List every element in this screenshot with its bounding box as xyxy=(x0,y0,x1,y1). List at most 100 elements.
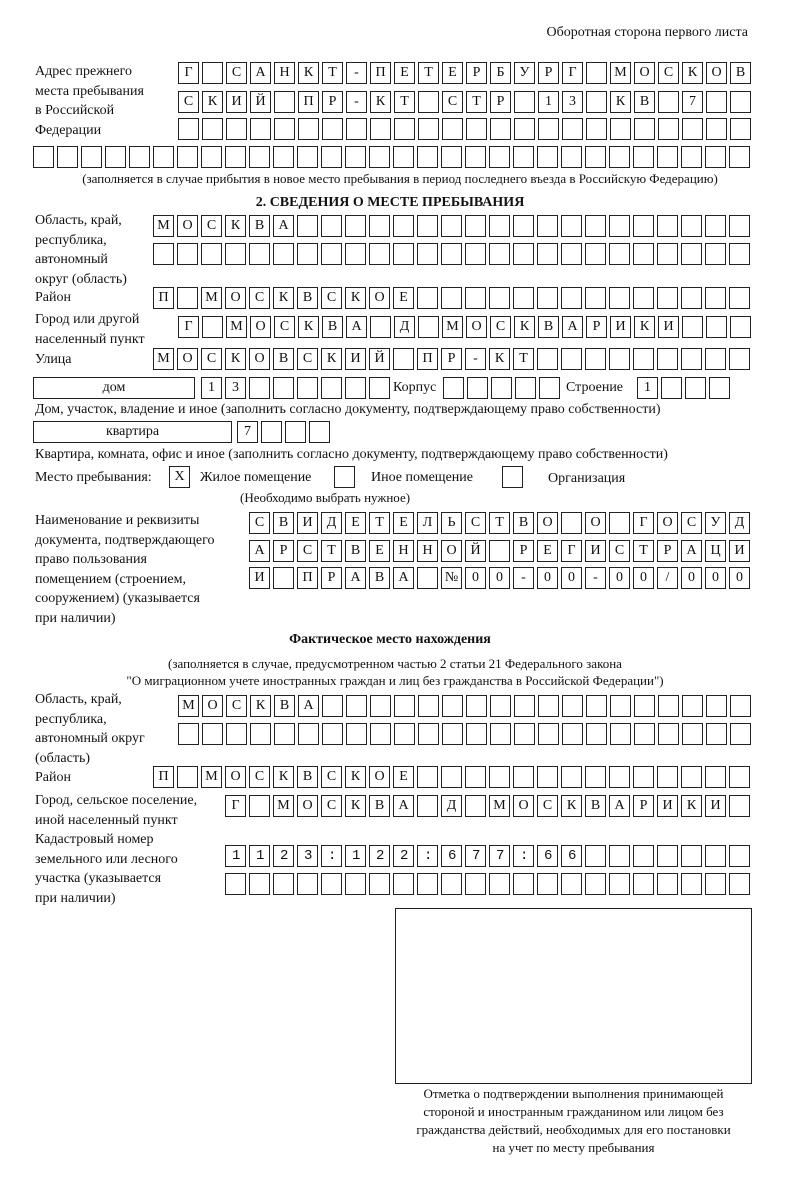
char-cell[interactable] xyxy=(201,146,222,168)
char-cell[interactable] xyxy=(489,540,510,562)
char-cell[interactable]: 0 xyxy=(633,567,654,589)
char-cell[interactable] xyxy=(561,766,582,788)
char-cell[interactable]: 0 xyxy=(489,567,510,589)
char-cell[interactable]: - xyxy=(585,567,606,589)
char-cell[interactable] xyxy=(177,287,198,309)
char-cell[interactable] xyxy=(586,91,607,113)
char-cell[interactable]: Т xyxy=(369,512,390,534)
char-cell[interactable] xyxy=(177,146,198,168)
char-cell[interactable]: К xyxy=(681,795,702,817)
char-cell[interactable]: О xyxy=(250,316,271,338)
char-cell[interactable] xyxy=(249,873,270,895)
char-cell[interactable] xyxy=(418,316,439,338)
char-cell[interactable]: В xyxy=(513,512,534,534)
char-cell[interactable] xyxy=(634,118,655,140)
char-cell[interactable] xyxy=(249,795,270,817)
char-cell[interactable]: О xyxy=(177,348,198,370)
char-cell[interactable]: С xyxy=(201,215,222,237)
char-cell[interactable] xyxy=(681,766,702,788)
char-cell[interactable] xyxy=(729,845,750,867)
char-cell[interactable]: А xyxy=(562,316,583,338)
char-cell[interactable] xyxy=(729,215,750,237)
char-cell[interactable] xyxy=(661,377,682,399)
char-cell[interactable] xyxy=(370,723,391,745)
stay-checkbox-residential[interactable]: Х xyxy=(169,466,190,488)
char-cell[interactable] xyxy=(561,146,582,168)
char-cell[interactable]: А xyxy=(273,215,294,237)
char-cell[interactable] xyxy=(321,873,342,895)
char-cell[interactable] xyxy=(538,723,559,745)
char-cell[interactable] xyxy=(225,146,246,168)
char-cell[interactable] xyxy=(657,287,678,309)
char-cell[interactable] xyxy=(417,146,438,168)
char-cell[interactable] xyxy=(273,567,294,589)
char-cell[interactable] xyxy=(706,91,727,113)
char-cell[interactable] xyxy=(369,215,390,237)
char-cell[interactable] xyxy=(321,243,342,265)
char-cell[interactable] xyxy=(705,348,726,370)
char-cell[interactable]: С xyxy=(321,766,342,788)
char-cell[interactable] xyxy=(489,766,510,788)
char-cell[interactable]: 0 xyxy=(609,567,630,589)
char-cell[interactable] xyxy=(705,215,726,237)
char-cell[interactable] xyxy=(465,243,486,265)
char-cell[interactable] xyxy=(393,348,414,370)
char-cell[interactable] xyxy=(321,377,342,399)
char-cell[interactable]: Е xyxy=(369,540,390,562)
char-cell[interactable]: К xyxy=(561,795,582,817)
char-cell[interactable]: И xyxy=(345,348,366,370)
char-cell[interactable]: Д xyxy=(729,512,750,534)
char-cell[interactable]: О xyxy=(369,287,390,309)
char-cell[interactable] xyxy=(657,348,678,370)
char-cell[interactable] xyxy=(417,795,438,817)
char-cell[interactable]: О xyxy=(369,766,390,788)
char-cell[interactable] xyxy=(273,377,294,399)
char-cell[interactable] xyxy=(417,567,438,589)
char-cell[interactable]: Й xyxy=(465,540,486,562)
char-cell[interactable] xyxy=(633,348,654,370)
char-cell[interactable]: В xyxy=(297,287,318,309)
char-cell[interactable] xyxy=(585,766,606,788)
char-cell[interactable]: О xyxy=(657,512,678,534)
char-cell[interactable] xyxy=(513,766,534,788)
char-cell[interactable]: Н xyxy=(274,62,295,84)
char-cell[interactable]: М xyxy=(273,795,294,817)
char-cell[interactable] xyxy=(441,243,462,265)
char-cell[interactable] xyxy=(730,91,751,113)
char-cell[interactable] xyxy=(730,316,751,338)
char-cell[interactable] xyxy=(585,146,606,168)
char-cell[interactable]: И xyxy=(658,316,679,338)
char-cell[interactable]: Е xyxy=(393,766,414,788)
char-cell[interactable]: Д xyxy=(321,512,342,534)
char-cell[interactable] xyxy=(537,766,558,788)
char-cell[interactable] xyxy=(682,695,703,717)
char-cell[interactable]: Г xyxy=(561,540,582,562)
char-cell[interactable]: Т xyxy=(489,512,510,534)
char-cell[interactable] xyxy=(465,215,486,237)
char-cell[interactable]: С xyxy=(321,287,342,309)
char-cell[interactable] xyxy=(346,695,367,717)
char-cell[interactable]: В xyxy=(634,91,655,113)
char-cell[interactable] xyxy=(681,287,702,309)
char-cell[interactable] xyxy=(369,243,390,265)
char-cell[interactable] xyxy=(105,146,126,168)
char-cell[interactable] xyxy=(202,118,223,140)
char-cell[interactable] xyxy=(274,723,295,745)
char-cell[interactable]: К xyxy=(225,215,246,237)
char-cell[interactable] xyxy=(441,146,462,168)
char-cell[interactable] xyxy=(297,146,318,168)
char-cell[interactable]: М xyxy=(610,62,631,84)
char-cell[interactable]: И xyxy=(585,540,606,562)
char-cell[interactable] xyxy=(585,348,606,370)
char-cell[interactable]: Е xyxy=(345,512,366,534)
char-cell[interactable]: 1 xyxy=(538,91,559,113)
char-cell[interactable]: А xyxy=(609,795,630,817)
char-cell[interactable] xyxy=(273,873,294,895)
char-cell[interactable]: К xyxy=(321,348,342,370)
char-cell[interactable] xyxy=(585,845,606,867)
char-cell[interactable]: А xyxy=(346,316,367,338)
char-cell[interactable] xyxy=(298,723,319,745)
char-cell[interactable] xyxy=(394,118,415,140)
char-cell[interactable]: М xyxy=(153,215,174,237)
char-cell[interactable]: Е xyxy=(537,540,558,562)
